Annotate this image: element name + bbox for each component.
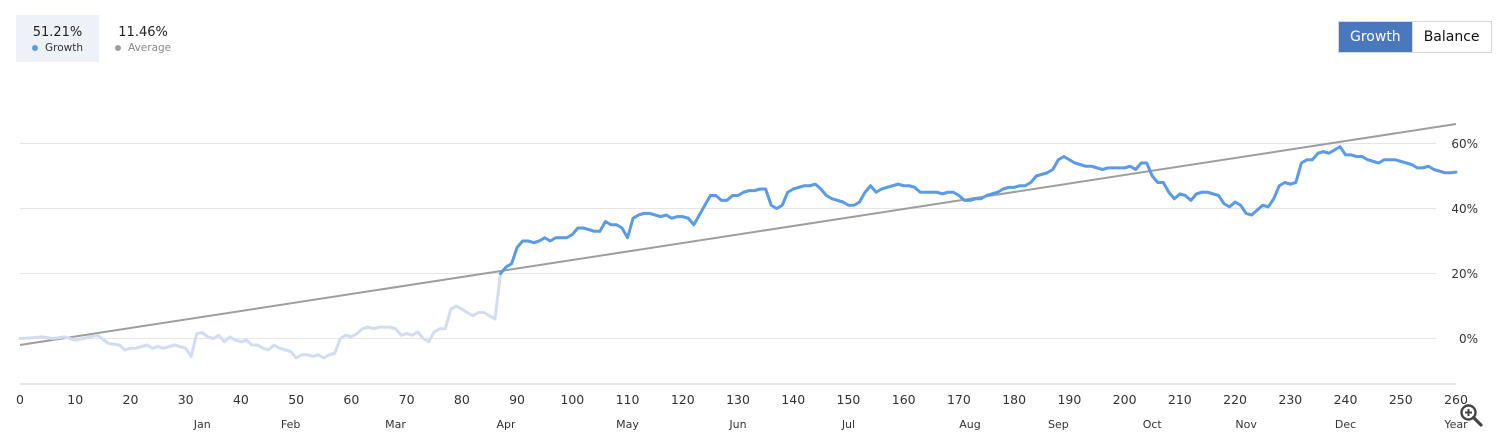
month-label: May [616, 418, 639, 431]
x-tick-label: 210 [1168, 392, 1192, 407]
x-tick-label: 160 [892, 392, 916, 407]
growth-series-line-faded [18, 272, 503, 360]
legend-item-growth[interactable]: 51.21% Growth [16, 15, 100, 62]
x-tick-label: 130 [726, 392, 750, 407]
x-tick-label: 140 [781, 392, 805, 407]
x-tick-label: 230 [1278, 392, 1302, 407]
average-series-line [19, 123, 1457, 346]
x-tick-label: 90 [509, 392, 525, 407]
x-tick-label: 200 [1113, 392, 1137, 407]
x-tick-label: 250 [1389, 392, 1413, 407]
y-tick-label: 20% [1451, 267, 1478, 281]
x-tick-label: 220 [1223, 392, 1247, 407]
growth-toggle-button[interactable]: Growth [1339, 22, 1412, 52]
x-tick-label: 150 [837, 392, 861, 407]
x-tick-label: 60 [343, 392, 359, 407]
x-tick-label: 0 [16, 392, 24, 407]
growth-series-line [499, 145, 1458, 275]
chart-mode-toggle: Growth Balance [1338, 21, 1492, 53]
x-tick-label: 10 [67, 392, 83, 407]
x-tick-label: 40 [233, 392, 249, 407]
month-label: Year [1443, 418, 1468, 431]
month-label: Dec [1335, 418, 1356, 431]
growth-label: Growth [45, 42, 84, 54]
y-tick-label: 60% [1451, 137, 1478, 151]
legend-item-average[interactable]: 11.46% Average [99, 15, 187, 62]
growth-dot-icon [32, 45, 38, 51]
month-label: Feb [281, 418, 300, 431]
average-dot-icon [115, 45, 122, 51]
average-label: Average [128, 42, 172, 54]
month-label: Mar [385, 418, 406, 431]
growth-value: 51.21% [32, 25, 83, 40]
x-tick-label: 80 [454, 392, 470, 407]
month-label: Jul [841, 418, 855, 431]
x-tick-label: 180 [1002, 392, 1026, 407]
zoom-in-icon[interactable] [1458, 402, 1484, 428]
month-label: Oct [1143, 418, 1163, 431]
month-label: Jan [193, 418, 211, 431]
month-label: Jun [728, 418, 746, 431]
x-tick-label: 260 [1444, 392, 1468, 407]
x-tick-label: 30 [178, 392, 194, 407]
x-tick-label: 20 [123, 392, 139, 407]
x-tick-label: 170 [947, 392, 971, 407]
x-tick-label: 100 [560, 392, 584, 407]
x-tick-label: 50 [288, 392, 304, 407]
legend: 51.21% Growth 11.46% Average [16, 15, 187, 62]
y-tick-label: 40% [1451, 202, 1478, 216]
month-label: Aug [959, 418, 980, 431]
month-label: Sep [1048, 418, 1069, 431]
month-label: Nov [1235, 418, 1257, 431]
y-tick-label: 0% [1459, 332, 1478, 346]
x-tick-label: 120 [671, 392, 695, 407]
x-tick-label: 240 [1334, 392, 1358, 407]
x-tick-label: 110 [616, 392, 640, 407]
x-tick-label: 190 [1057, 392, 1081, 407]
month-label: Apr [497, 418, 517, 431]
average-value: 11.46% [118, 25, 168, 40]
x-tick-label: 70 [399, 392, 415, 407]
balance-toggle-button[interactable]: Balance [1411, 22, 1491, 52]
